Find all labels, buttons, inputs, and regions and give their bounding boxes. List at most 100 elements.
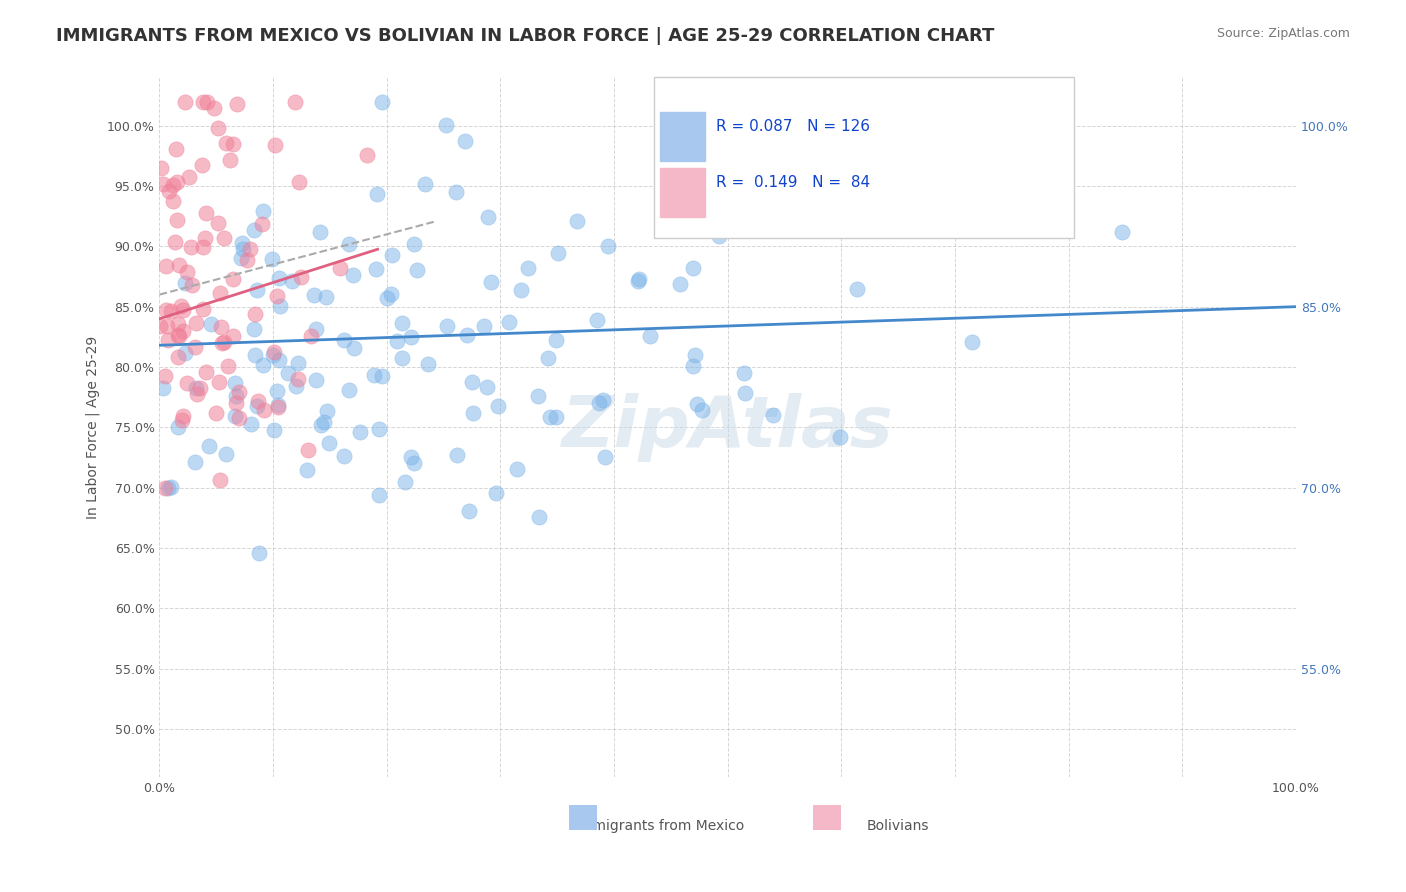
Point xyxy=(709,228,731,243)
Text: ZipAtlas: ZipAtlas xyxy=(562,392,894,462)
Point xyxy=(733,367,755,381)
Point xyxy=(165,235,187,249)
Point xyxy=(475,380,498,394)
Point xyxy=(446,448,468,462)
Point xyxy=(224,409,246,423)
Point xyxy=(638,329,661,343)
Point xyxy=(167,420,190,434)
Point xyxy=(172,409,194,423)
Point xyxy=(263,423,285,437)
Point xyxy=(333,449,356,463)
Point xyxy=(318,436,340,450)
Point xyxy=(510,283,533,297)
Point xyxy=(311,418,333,433)
Point xyxy=(149,318,172,333)
Point xyxy=(264,138,287,153)
Point xyxy=(472,318,495,333)
Text: Immigrants from Mexico: Immigrants from Mexico xyxy=(575,819,744,833)
Point xyxy=(454,134,477,148)
Point xyxy=(686,397,709,411)
Point xyxy=(284,95,307,109)
Point xyxy=(371,368,394,383)
Point xyxy=(690,402,713,417)
Point xyxy=(375,291,398,305)
Point xyxy=(162,194,184,208)
Point xyxy=(266,400,288,414)
Point xyxy=(302,288,325,302)
Point xyxy=(166,213,188,227)
Point xyxy=(165,142,187,156)
Point xyxy=(155,368,177,383)
Point xyxy=(211,335,233,350)
Point xyxy=(762,408,785,422)
Point xyxy=(277,366,299,380)
Point xyxy=(208,474,231,488)
Point xyxy=(367,488,389,502)
Point xyxy=(191,158,214,172)
Point xyxy=(170,299,193,313)
Point xyxy=(243,322,266,336)
Point xyxy=(173,95,195,109)
Point xyxy=(226,97,249,112)
Point xyxy=(287,356,309,370)
Point xyxy=(157,334,180,348)
Point xyxy=(565,214,588,228)
Point xyxy=(315,290,337,304)
Point xyxy=(156,319,179,334)
Point xyxy=(436,318,458,333)
Point xyxy=(217,359,239,373)
Point xyxy=(305,322,328,336)
Point xyxy=(208,285,231,300)
Point xyxy=(485,485,508,500)
Point xyxy=(191,301,214,316)
Point xyxy=(391,316,413,330)
Point xyxy=(457,504,479,518)
Point xyxy=(247,546,270,560)
Point xyxy=(214,334,236,349)
Point xyxy=(214,136,236,150)
Point xyxy=(592,393,614,408)
Point xyxy=(167,258,190,272)
Point xyxy=(194,230,217,244)
Point xyxy=(404,237,426,252)
Text: Bolivians: Bolivians xyxy=(868,819,929,833)
Point xyxy=(174,276,197,290)
Point xyxy=(669,190,692,204)
Point xyxy=(195,206,218,220)
Point xyxy=(444,186,467,200)
Point xyxy=(477,210,499,224)
Point xyxy=(413,177,436,191)
Point xyxy=(228,384,250,399)
Point xyxy=(288,175,311,189)
Point xyxy=(208,375,231,389)
Point xyxy=(231,235,253,250)
Point xyxy=(262,348,284,362)
Point xyxy=(229,251,252,265)
Point xyxy=(399,450,422,465)
Point xyxy=(316,404,339,418)
Point xyxy=(211,319,233,334)
Point xyxy=(176,376,198,390)
Point xyxy=(260,252,283,266)
Point xyxy=(547,246,569,260)
Point xyxy=(668,277,690,291)
Point xyxy=(394,475,416,489)
Point xyxy=(228,410,250,425)
Point xyxy=(183,455,205,469)
Point xyxy=(194,365,217,379)
Point xyxy=(239,243,262,257)
Point xyxy=(267,271,290,285)
Point xyxy=(342,268,364,282)
Point xyxy=(221,136,243,151)
Point xyxy=(222,272,245,286)
Point xyxy=(252,204,274,219)
Point xyxy=(232,242,254,256)
Point xyxy=(253,402,276,417)
Point xyxy=(479,276,502,290)
Point xyxy=(416,358,439,372)
Point xyxy=(434,119,457,133)
Point xyxy=(332,334,354,348)
Point xyxy=(207,121,229,136)
Point xyxy=(250,217,273,231)
Point xyxy=(184,316,207,330)
